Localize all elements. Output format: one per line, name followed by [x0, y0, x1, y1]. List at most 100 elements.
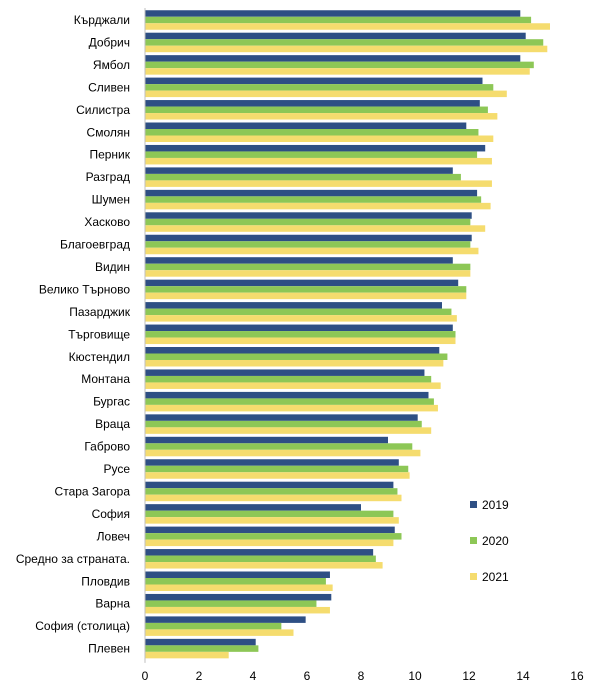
- bar-2019: [145, 324, 453, 332]
- bar-2019: [145, 593, 332, 601]
- category-label: Стара Загора: [55, 484, 131, 498]
- bar-2021: [145, 270, 471, 277]
- bar-2020: [145, 39, 544, 46]
- bar-2021: [145, 23, 550, 30]
- legend-label: 2020: [482, 534, 509, 548]
- category-label: Смолян: [87, 125, 130, 139]
- bar-2020: [145, 375, 432, 383]
- bar-2019: [145, 436, 388, 444]
- bar-2020: [145, 196, 482, 203]
- legend-label: 2021: [482, 570, 509, 584]
- bar-2019: [145, 481, 394, 489]
- category-label: Благоевград: [60, 238, 130, 252]
- bar-2021: [145, 292, 467, 300]
- bar-2021: [145, 629, 294, 636]
- bar-2020: [145, 533, 402, 540]
- bar-2021: [145, 427, 432, 434]
- bar-2020: [145, 129, 479, 136]
- bar-2021: [145, 90, 507, 98]
- category-label: София (столица): [35, 619, 130, 633]
- bar-2020: [145, 331, 456, 338]
- bar-2021: [145, 157, 492, 165]
- legend-swatch-2020: [470, 537, 477, 544]
- bar-2020: [145, 398, 434, 405]
- bar-2019: [145, 189, 478, 197]
- category-label: Велико Търново: [39, 282, 130, 296]
- bar-2020: [145, 106, 488, 114]
- bar-2020: [145, 353, 448, 360]
- bar-2019: [145, 144, 486, 152]
- category-label: Ловеч: [97, 529, 130, 543]
- bar-2020: [145, 578, 326, 585]
- bar-2019: [145, 391, 429, 399]
- bar-2021: [145, 247, 479, 255]
- bar-2020: [145, 286, 467, 293]
- x-tick-label: 16: [570, 669, 584, 683]
- x-tick-label: 10: [408, 669, 422, 683]
- category-label: Плевен: [88, 642, 130, 656]
- category-label: Търговище: [68, 327, 130, 341]
- bar-2021: [145, 404, 438, 412]
- category-label: Силистра: [76, 103, 130, 117]
- bar-2019: [145, 504, 361, 511]
- x-tick-label: 14: [516, 669, 530, 683]
- x-tick-label: 6: [304, 669, 311, 683]
- category-label: Сливен: [88, 80, 130, 94]
- bar-2020: [145, 61, 534, 69]
- bar-2020: [145, 510, 394, 518]
- bar-2021: [145, 45, 548, 53]
- bar-2021: [145, 562, 383, 569]
- bar-2019: [145, 459, 399, 466]
- category-label: Русе: [103, 462, 130, 476]
- bar-2019: [145, 571, 330, 578]
- bar-2019: [145, 638, 256, 646]
- bar-2021: [145, 539, 394, 547]
- bar-2020: [145, 16, 532, 24]
- bar-2019: [145, 10, 521, 17]
- bar-2021: [145, 449, 421, 457]
- bar-2021: [145, 202, 491, 210]
- bar-2019: [145, 414, 418, 421]
- x-tick-label: 8: [358, 669, 365, 683]
- bar-2021: [145, 113, 498, 120]
- bar-2019: [145, 32, 526, 40]
- category-label: Пловдив: [81, 574, 130, 588]
- category-label: Монтана: [81, 372, 130, 386]
- category-label: Перник: [89, 148, 130, 162]
- bar-2019: [145, 167, 453, 174]
- bar-2021: [145, 382, 441, 389]
- bar-2021: [145, 180, 492, 187]
- category-label: Габрово: [84, 440, 130, 454]
- bar-2020: [145, 420, 422, 428]
- bar-2020: [145, 84, 494, 91]
- bar-2021: [145, 337, 456, 345]
- bar-2020: [145, 308, 452, 316]
- bar-2019: [145, 55, 521, 62]
- bar-2020: [145, 488, 398, 495]
- bar-2021: [145, 360, 444, 367]
- bar-2020: [145, 443, 413, 450]
- bar-2019: [145, 77, 483, 85]
- bar-2021: [145, 68, 530, 75]
- category-label: Бургас: [93, 395, 130, 409]
- bar-2019: [145, 100, 480, 107]
- bar-2019: [145, 549, 374, 556]
- bar-2019: [145, 616, 306, 623]
- bar-2020: [145, 263, 471, 271]
- legend-swatch-2019: [470, 501, 477, 508]
- bar-2020: [145, 465, 409, 473]
- bar-2020: [145, 151, 478, 158]
- bar-2021: [145, 225, 486, 232]
- legend-label: 2019: [482, 498, 509, 512]
- category-label: София: [92, 507, 130, 521]
- category-label: Шумен: [92, 193, 130, 207]
- bar-2020: [145, 600, 317, 607]
- x-tick-label: 12: [462, 669, 476, 683]
- bar-2021: [145, 651, 229, 659]
- category-label: Враца: [95, 417, 130, 431]
- bar-2019: [145, 369, 425, 376]
- category-label: Видин: [95, 260, 130, 274]
- bar-2020: [145, 645, 259, 652]
- bar-2019: [145, 212, 472, 219]
